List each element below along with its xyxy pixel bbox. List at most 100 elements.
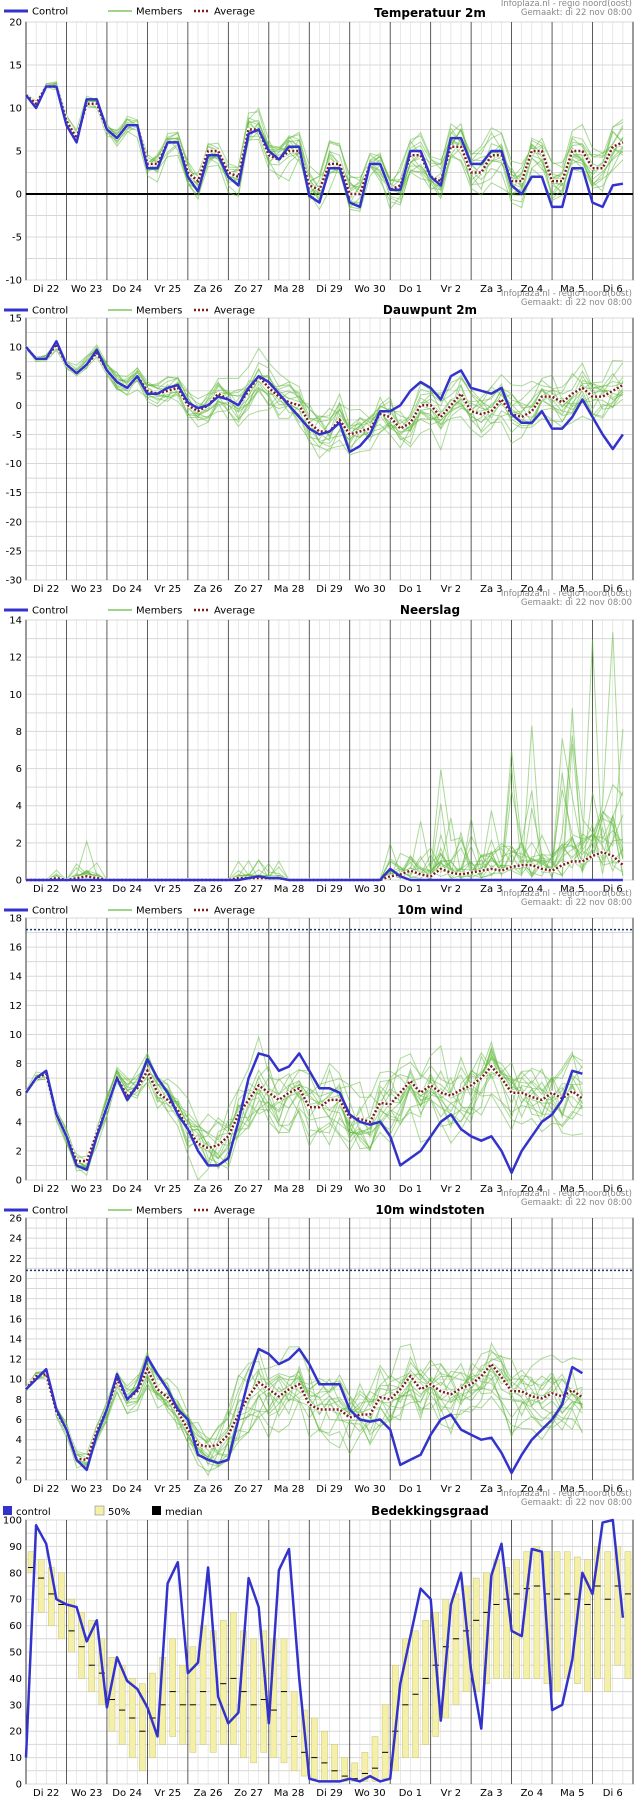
control-line [25,85,624,209]
x-tick-label: Di 29 [316,884,342,895]
band-box [422,1620,429,1745]
x-tick-label: Wo 23 [71,584,102,595]
x-tick-label: Ma 28 [274,1484,305,1495]
band-box [280,1638,288,1764]
band-box [311,1717,318,1779]
x-tick-label: Ma 28 [274,584,305,595]
x-tick-label: Za 26 [194,1184,223,1195]
band-box [381,1704,389,1779]
legend-control-swatch [3,1506,12,1515]
x-tick-label: Do 1 [399,284,422,295]
legend-band-label: 50% [108,1507,130,1518]
x-tick-label: Za 3 [480,1788,503,1799]
member-line [25,342,624,445]
y-tick-label: 50 [9,1648,22,1659]
y-tick-label: 100 [3,1516,22,1527]
x-tick-label: Zo 27 [234,884,263,895]
x-tick-label: Wo 23 [71,884,102,895]
credit-source: Infoplaza.nl - regio noord(oost) [501,589,632,599]
y-tick-label: -5 [12,233,22,244]
chart-panel-1: -10 -5 0 5 10 15 20 Di 22 Wo 23 Do 24 Vr 25 Za 26 Zo… [4,0,634,295]
x-tick-label: Zo 4 [521,884,544,895]
y-tick-label: 30 [9,1700,22,1711]
band-box [58,1572,65,1640]
y-tick-label: -5 [12,430,22,441]
x-tick-label: Vr 2 [441,1484,462,1495]
x-tick-label: Za 26 [194,884,223,895]
band-box [341,1757,348,1782]
x-tick-label: Wo 30 [354,1484,385,1495]
x-tick-label: Di 6 [603,584,623,595]
y-tick-label: 12 [9,1001,22,1012]
y-tick-label: 20 [9,1274,22,1285]
x-tick-label: Do 1 [399,1184,422,1195]
x-tick-label: Di 22 [33,1788,59,1799]
x-tick-label: Di 29 [316,1184,342,1195]
band-box [290,1691,298,1772]
x-tick-label: Ma 28 [274,884,305,895]
control-line [24,1052,583,1174]
credit-made: Gemaakt: di 22 nov 08:00 [521,898,632,908]
y-tick-label: 14 [9,616,22,627]
credit-made: Gemaakt: di 22 nov 08:00 [521,8,632,18]
member-line [25,341,624,453]
member-line [25,1371,583,1469]
chart-title: Bedekkingsgraad [371,1504,489,1518]
x-tick-label: Zo 4 [521,1484,544,1495]
x-tick-label: Vr 25 [154,284,181,295]
y-tick-label: 16 [9,943,22,954]
y-tick-label: 60 [9,1621,22,1632]
band-box [189,1646,197,1753]
x-tick-label: Za 3 [480,1484,503,1495]
y-tick-label: -10 [6,459,22,470]
x-tick-label: Ma 5 [560,1788,584,1799]
x-tick-label: Do 24 [112,884,142,895]
y-tick-label: 18 [9,1294,22,1305]
member-line [25,1053,583,1168]
band-box [604,1551,611,1692]
x-tick-label: Ma 5 [560,1484,584,1495]
x-tick-label: Di 22 [33,1484,59,1495]
x-tick-label: Ma 5 [560,584,584,595]
band-box [68,1598,75,1653]
x-tick-label: Di 29 [316,584,342,595]
y-tick-label: 8 [16,1395,22,1406]
band-box [371,1736,379,1782]
legend-median-label: median [165,1507,203,1518]
band-box [533,1546,541,1679]
legend-average-label: Average [214,7,255,18]
y-tick-label: 40 [9,1674,22,1685]
band-box [624,1551,632,1679]
y-tick-label: 10 [9,1030,22,1041]
y-tick-label: -10 [6,276,22,287]
legend-members-label: Members [136,606,182,617]
y-tick-label: 8 [16,727,22,738]
legend-members-label: Members [136,906,182,917]
legend-control-label: Control [32,7,68,18]
credit-source: Infoplaza.nl - regio noord(oost) [501,1489,632,1499]
y-tick-label: 14 [9,972,22,983]
band-box [321,1730,328,1782]
x-tick-label: Za 3 [480,884,503,895]
y-tick-label: 90 [9,1542,22,1553]
band-box [594,1546,601,1679]
control-line [26,867,623,882]
y-tick-label: 24 [9,1234,22,1245]
credit-source: Infoplaza.nl - regio noord(oost) [501,1189,632,1199]
chart-panel-6: 0 10 20 30 40 50 60 70 80 90 100 Di 22 Wo 23 Do 24 Vr … [3,1489,634,1799]
y-tick-label: 14 [9,1334,22,1345]
x-tick-label: Di 22 [33,884,59,895]
x-tick-label: Do 24 [112,1788,142,1799]
x-tick-label: Do 1 [399,1484,422,1495]
legend-control-label: Control [32,606,68,617]
x-tick-label: Do 24 [112,584,142,595]
band-box [78,1612,85,1679]
x-tick-label: Ma 5 [560,284,584,295]
x-tick-label: Zo 4 [521,284,544,295]
y-tick-label: 0 [16,190,22,201]
y-tick-label: 0 [16,876,22,887]
credit-made: Gemaakt: di 22 nov 08:00 [521,598,632,608]
y-tick-label: 80 [9,1568,22,1579]
y-tick-label: 15 [9,61,22,72]
